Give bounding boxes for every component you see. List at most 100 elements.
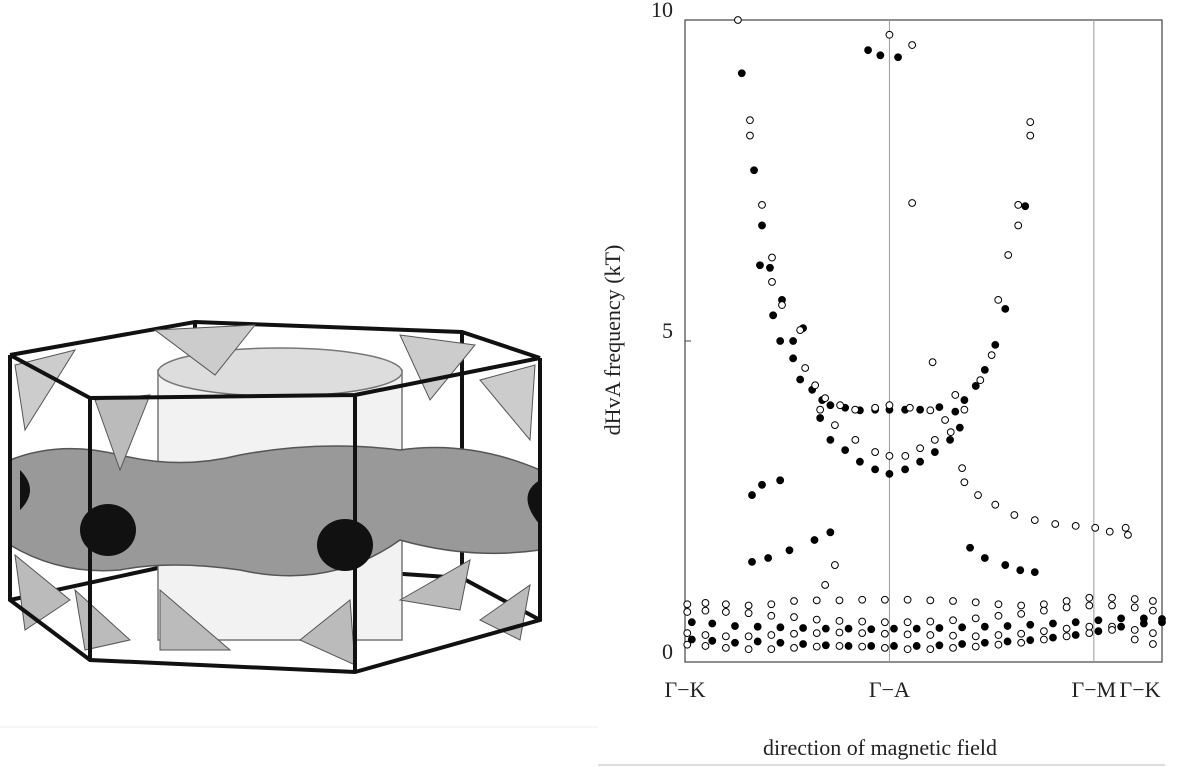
data-point <box>991 500 1000 509</box>
data-point <box>1017 601 1026 610</box>
data-point <box>744 645 753 654</box>
data-point <box>960 478 969 487</box>
data-point <box>928 358 937 367</box>
data-point <box>816 405 825 414</box>
data-point <box>1105 527 1114 536</box>
data-point <box>946 428 955 437</box>
data-point <box>744 609 753 618</box>
data-point <box>1026 636 1035 645</box>
data-point <box>767 611 776 620</box>
fermi-surface-illustration <box>0 319 598 728</box>
data-point <box>721 600 730 609</box>
data-point <box>901 465 910 474</box>
data-point <box>930 435 939 444</box>
data-point <box>708 636 717 645</box>
data-point <box>1108 593 1116 602</box>
data-point <box>894 53 902 62</box>
x-axis-title: direction of magnetic field <box>763 735 997 760</box>
data-point <box>958 464 967 473</box>
data-point <box>1014 221 1023 230</box>
data-point <box>701 631 710 639</box>
data-point <box>776 638 785 647</box>
data-point <box>1017 609 1026 618</box>
data-point <box>1071 521 1080 530</box>
data-point <box>721 608 730 616</box>
data-point <box>976 376 985 385</box>
data-point <box>971 632 980 641</box>
data-point <box>1121 523 1130 532</box>
data-point <box>1039 606 1048 615</box>
data-point <box>769 311 778 320</box>
data-point <box>880 643 889 652</box>
data-point <box>731 622 739 630</box>
data-point <box>821 624 830 633</box>
data-point <box>750 166 758 175</box>
data-point <box>1016 566 1025 575</box>
data-point <box>1062 624 1071 633</box>
data-point <box>941 416 949 424</box>
data-point <box>980 554 989 562</box>
data-point <box>885 401 894 410</box>
data-point <box>1130 595 1139 603</box>
data-point <box>1026 620 1035 629</box>
data-point <box>1049 619 1057 628</box>
data-point <box>991 340 1000 349</box>
data-point <box>960 405 969 414</box>
data-point <box>851 435 860 444</box>
data-point <box>885 469 894 478</box>
data-point <box>994 600 1003 609</box>
data-point <box>858 629 867 638</box>
data-point <box>1071 618 1080 627</box>
data-point <box>1039 635 1048 644</box>
data-point <box>821 581 830 589</box>
data-point <box>867 642 876 650</box>
data-point <box>958 640 967 648</box>
data-point <box>1149 606 1157 615</box>
data-point <box>721 632 730 641</box>
data-point <box>935 624 944 632</box>
data-point <box>1030 568 1039 577</box>
data-point <box>826 401 835 410</box>
data-point <box>778 301 786 309</box>
data-point <box>836 401 845 410</box>
data-point <box>949 616 957 625</box>
data-point <box>767 645 776 654</box>
data-point <box>748 491 756 499</box>
data-point <box>731 638 739 647</box>
data-point <box>1117 622 1126 631</box>
x-tick-label: Γ−M <box>1072 677 1117 702</box>
data-point <box>858 595 867 604</box>
data-point <box>876 51 885 60</box>
prism-front-edges <box>8 353 542 675</box>
data-point <box>790 629 798 638</box>
data-point <box>767 600 776 609</box>
data-point <box>831 561 839 569</box>
data-point <box>746 131 754 140</box>
data-point <box>949 643 957 652</box>
data-point <box>1026 118 1035 126</box>
data-point <box>835 617 844 625</box>
data-point <box>796 326 805 334</box>
data-point <box>1094 616 1103 625</box>
data-point <box>766 263 774 272</box>
data-point <box>1014 200 1023 209</box>
data-point <box>880 629 889 638</box>
corner-pocket <box>14 394 531 666</box>
data-point <box>903 645 912 654</box>
data-point <box>844 624 853 633</box>
data-point <box>871 403 880 412</box>
data-point <box>744 601 753 610</box>
plot-frame <box>684 19 1163 663</box>
data-point <box>890 642 898 650</box>
data-point <box>701 606 710 615</box>
data-point <box>790 613 798 621</box>
chart: dHvA frequency (kT) direction of magneti… <box>598 0 1166 766</box>
data-point <box>885 452 894 460</box>
data-point <box>835 628 844 637</box>
data-point <box>683 640 692 649</box>
data-point <box>812 615 821 624</box>
data-point <box>966 543 974 552</box>
data-point <box>844 642 853 650</box>
data-point <box>926 617 935 626</box>
data-point <box>880 595 889 604</box>
